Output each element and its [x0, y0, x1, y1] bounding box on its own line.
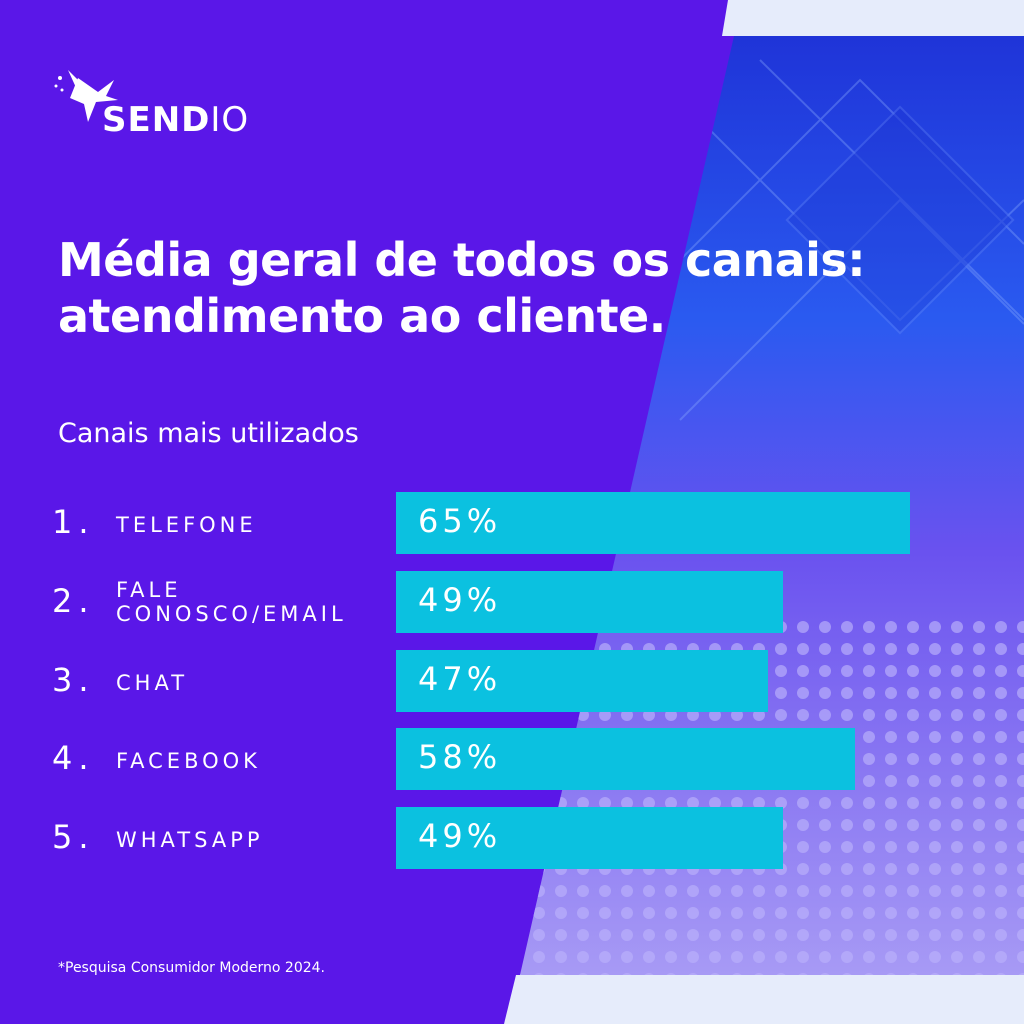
channel-label: FALE CONOSCO/EMAIL [116, 578, 347, 626]
rank-label: 2. [52, 582, 95, 620]
bird-logo-icon [54, 70, 118, 122]
bar-row: 2. FALE CONOSCO/EMAIL 49% [0, 571, 1024, 633]
bar-row: 3. CHAT 47% [0, 650, 1024, 712]
bar-value-label: 49% [418, 581, 502, 619]
value-bar: 65% [396, 492, 910, 554]
source-footnote: *Pesquisa Consumidor Moderno 2024. [58, 960, 326, 976]
rank-label: 5. [52, 818, 95, 856]
title-line-2: atendimento ao cliente. [58, 289, 666, 343]
value-bar: 47% [396, 650, 768, 712]
channel-label: FACEBOOK [116, 749, 261, 773]
bar-row: 1. TELEFONE 65% [0, 492, 1024, 554]
value-bar: 49% [396, 807, 783, 869]
value-bar: 49% [396, 571, 783, 633]
brand-wordmark: SENDIO [102, 100, 250, 140]
rank-label: 3. [52, 661, 95, 699]
channel-label: WHATSAPP [116, 828, 264, 852]
channel-label: CHAT [116, 671, 189, 695]
channel-label: TELEFONE [116, 513, 257, 537]
bar-value-label: 49% [418, 817, 502, 855]
bar-value-label: 58% [418, 738, 502, 776]
bar-row: 5. WHATSAPP 49% [0, 807, 1024, 869]
bar-value-label: 65% [418, 502, 502, 540]
rank-label: 1. [52, 503, 95, 541]
rank-label: 4. [52, 739, 95, 777]
title-line-1: Média geral de todos os canais: [58, 233, 866, 287]
bar-value-label: 47% [418, 660, 502, 698]
chart-subtitle: Canais mais utilizados [58, 418, 359, 449]
bar-row: 4. FACEBOOK 58% [0, 728, 1024, 790]
page-title: Média geral de todos os canais: atendime… [58, 232, 958, 344]
value-bar: 58% [396, 728, 855, 790]
